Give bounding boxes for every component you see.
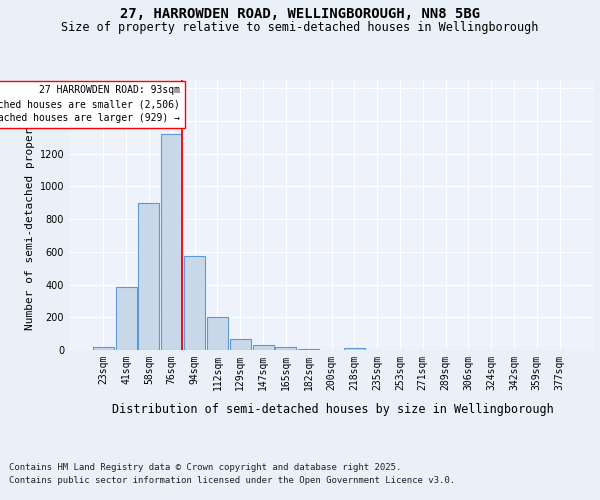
Bar — [253, 345, 274, 350]
Bar — [184, 256, 205, 350]
Bar — [116, 287, 137, 350]
Bar — [230, 340, 251, 350]
Bar — [207, 318, 228, 350]
Text: Contains HM Land Registry data © Crown copyright and database right 2025.: Contains HM Land Registry data © Crown c… — [9, 462, 401, 471]
Y-axis label: Number of semi-detached properties: Number of semi-detached properties — [25, 100, 35, 330]
Text: Distribution of semi-detached houses by size in Wellingborough: Distribution of semi-detached houses by … — [112, 402, 554, 415]
Bar — [93, 347, 114, 350]
Text: Contains public sector information licensed under the Open Government Licence v3: Contains public sector information licen… — [9, 476, 455, 485]
Bar — [139, 202, 160, 350]
Bar — [161, 134, 182, 350]
Bar — [344, 348, 365, 350]
Bar — [298, 349, 319, 350]
Bar — [275, 347, 296, 350]
Text: Size of property relative to semi-detached houses in Wellingborough: Size of property relative to semi-detach… — [61, 21, 539, 34]
Text: 27, HARROWDEN ROAD, WELLINGBOROUGH, NN8 5BG: 27, HARROWDEN ROAD, WELLINGBOROUGH, NN8 … — [120, 8, 480, 22]
Text: 27 HARROWDEN ROAD: 93sqm
← 72% of semi-detached houses are smaller (2,506)
  27%: 27 HARROWDEN ROAD: 93sqm ← 72% of semi-d… — [0, 86, 180, 124]
